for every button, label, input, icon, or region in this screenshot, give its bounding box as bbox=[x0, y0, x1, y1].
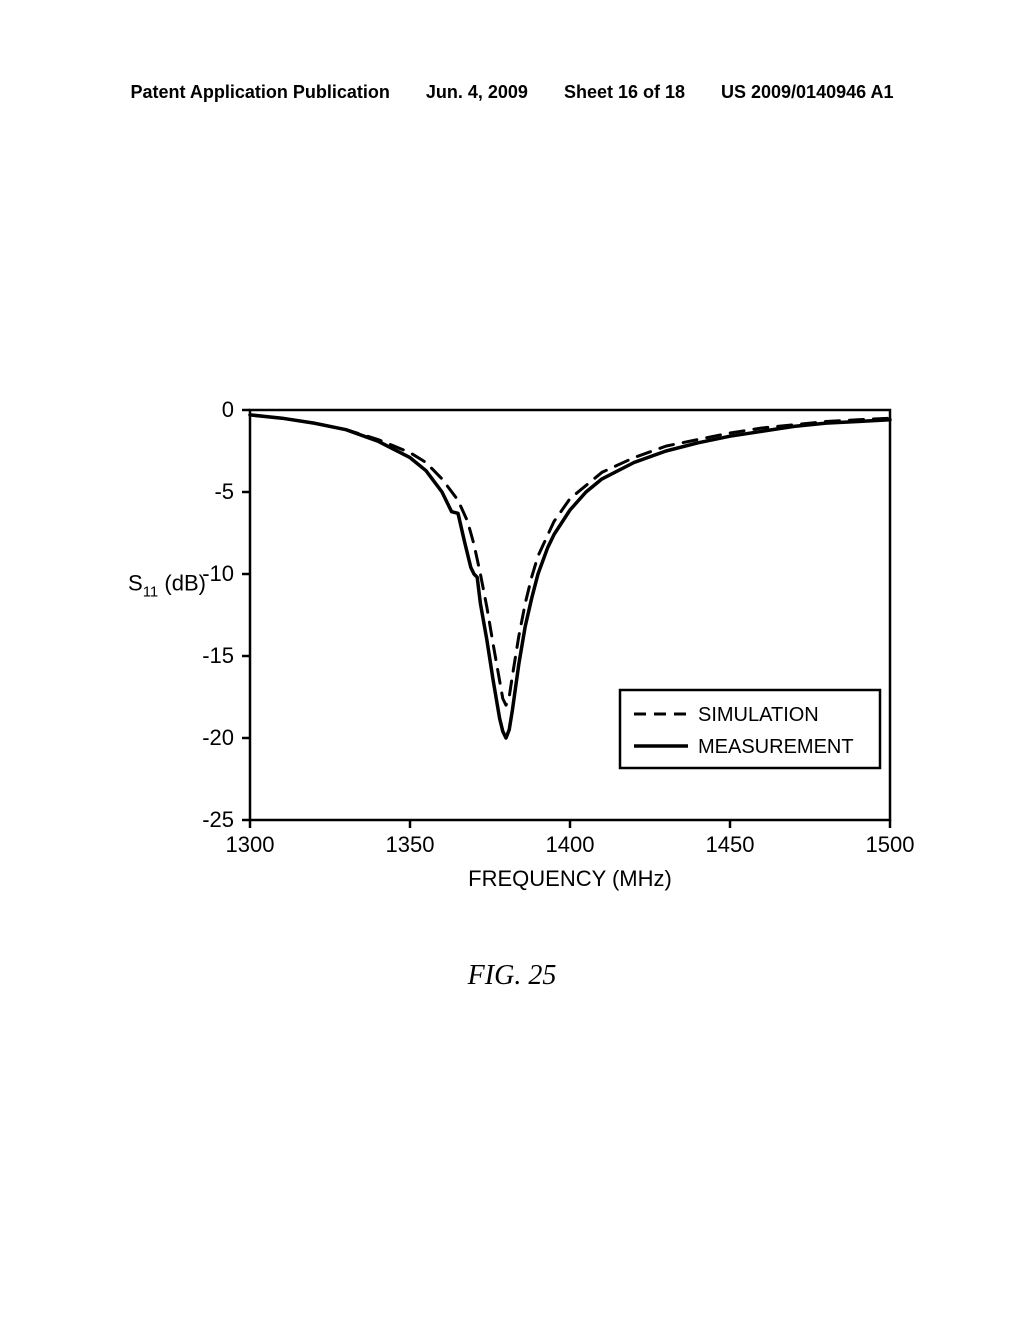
svg-text:1500: 1500 bbox=[866, 832, 915, 857]
svg-text:-10: -10 bbox=[202, 561, 234, 586]
svg-text:-25: -25 bbox=[202, 807, 234, 832]
page-header: Patent Application Publication Jun. 4, 2… bbox=[0, 82, 1024, 103]
svg-text:FREQUENCY (MHz): FREQUENCY (MHz) bbox=[468, 866, 672, 891]
svg-text:0: 0 bbox=[222, 397, 234, 422]
figure-caption: FIG. 25 bbox=[0, 960, 1024, 992]
header-sheet: Sheet 16 of 18 bbox=[564, 82, 685, 103]
svg-text:1400: 1400 bbox=[546, 832, 595, 857]
s11-chart: 0 -5 -10 -15 -20 -251300 1350 1400 1450 1500 FREQU… bbox=[120, 390, 920, 950]
header-date: Jun. 4, 2009 bbox=[426, 82, 528, 103]
svg-text:1450: 1450 bbox=[706, 832, 755, 857]
svg-text:1350: 1350 bbox=[386, 832, 435, 857]
chart-container: 0 -5 -10 -15 -20 -251300 1350 1400 1450 1500 FREQU… bbox=[120, 390, 920, 950]
svg-text:-20: -20 bbox=[202, 725, 234, 750]
svg-text:-15: -15 bbox=[202, 643, 234, 668]
svg-text:S11 (dB): S11 (dB) bbox=[128, 570, 206, 600]
svg-text:1300: 1300 bbox=[226, 832, 275, 857]
svg-text:-5: -5 bbox=[214, 479, 234, 504]
header-app: US 2009/0140946 A1 bbox=[721, 82, 893, 103]
svg-text:SIMULATION: SIMULATION bbox=[698, 704, 819, 726]
svg-text:MEASUREMENT: MEASUREMENT bbox=[698, 736, 854, 758]
header-pub: Patent Application Publication bbox=[131, 82, 390, 103]
